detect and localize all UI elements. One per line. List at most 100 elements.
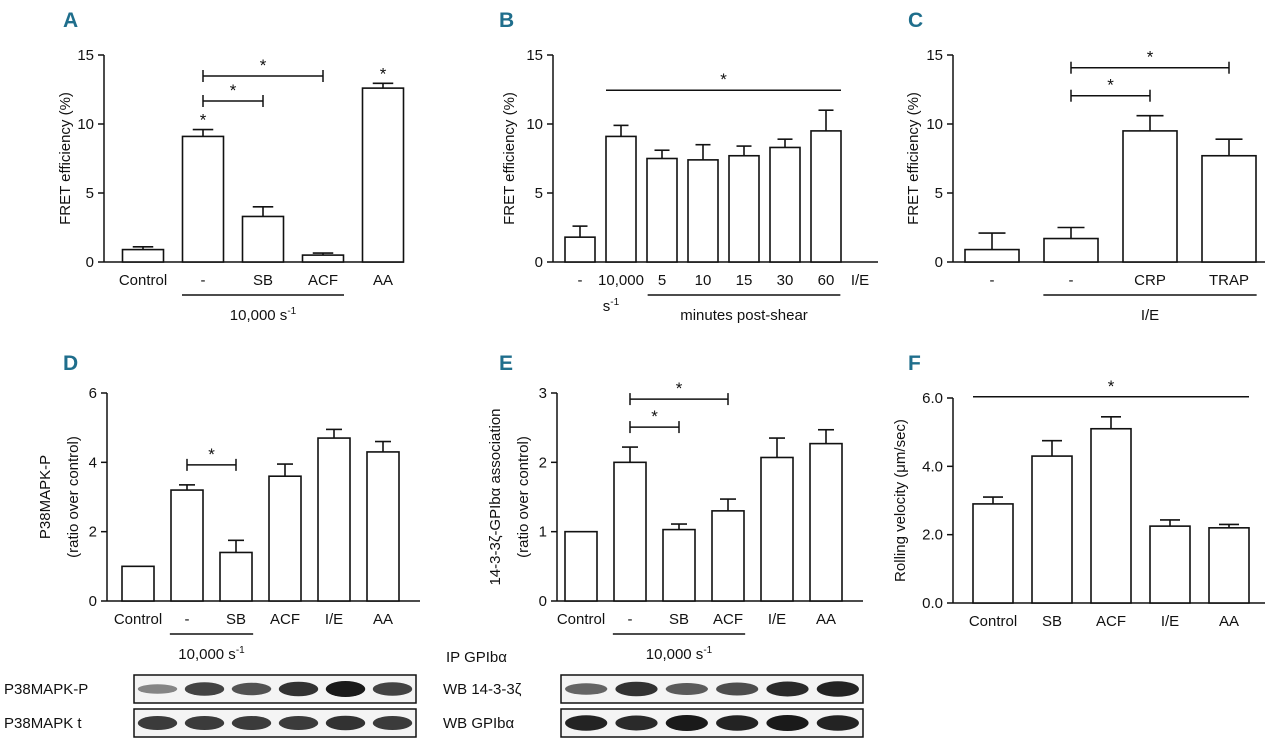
panel-d-significance-star: *: [208, 445, 215, 464]
panel-c-y-axis-label: FRET efficiency (%): [905, 92, 922, 225]
panel-d-y-axis-label-2: (ratio over control): [65, 436, 82, 558]
panel-b-category-label: 10,000: [598, 272, 644, 289]
panel-c-category-label: -: [1069, 272, 1074, 289]
panel-b-bar: [810, 130, 842, 263]
blot-e-band: [816, 681, 859, 697]
panel-b-bar: [687, 159, 719, 263]
panel-e-significance-star: *: [651, 407, 658, 426]
panel-a-category-label: -: [201, 272, 206, 289]
blot-d-band: [278, 716, 319, 730]
blot-e-band: [565, 715, 608, 731]
panel-letter-d: D: [63, 352, 78, 375]
panel-b-category-sublabel-sup: -1: [610, 297, 619, 308]
panel-d-y-tick-label: 0: [89, 593, 97, 610]
panel-f-category-label: Control: [969, 613, 1017, 630]
panel-a-group-label-sup: -1: [287, 306, 296, 317]
panel-e-group-label: 10,000 s-1: [646, 645, 713, 663]
panel-b-bar: [769, 146, 801, 263]
panel-a-y-axis-label: FRET efficiency (%): [57, 92, 74, 225]
panel-a-bar: [361, 87, 405, 263]
panel-a-y-tick-label: 10: [77, 116, 94, 133]
panel-c-bar: [1201, 154, 1257, 263]
panel-b-chart: 0 5 10 15 FRET efficiency (%) - 10,000 5 10 15 30 6…: [501, 47, 878, 324]
panel-d-y-tick-label: 2: [89, 524, 97, 541]
panel-letter-a: A: [63, 9, 78, 32]
panel-b-category-sublabel: s-1: [603, 297, 620, 315]
panel-e-category-label: ACF: [713, 611, 743, 628]
blot-d-membrane: [133, 674, 417, 704]
panel-e-category-label: SB: [669, 611, 689, 628]
blot-d-band: [184, 716, 225, 730]
panel-d-y-tick-label: 6: [89, 385, 97, 402]
panel-c-category-label: CRP: [1134, 272, 1166, 289]
panel-d-y-axis-label: P38MAPK-P: [37, 455, 54, 539]
panel-e-y-tick-label: 0: [539, 593, 547, 610]
panel-b-category-label: 10: [695, 272, 712, 289]
blot-e-row-label: WB 14-3-3ζ: [443, 681, 522, 698]
panel-e-category-label: Control: [557, 611, 605, 628]
panel-d-category-label: I/E: [325, 611, 343, 628]
panel-d-group-label: 10,000 s-1: [178, 645, 245, 663]
blot-d-band: [325, 715, 366, 731]
panel-a-bar: [301, 254, 345, 263]
blot-e-membrane: [560, 674, 864, 704]
panel-e-bar: [613, 461, 647, 602]
panel-c-y-tick-label: 15: [926, 47, 943, 64]
panel-b-group-label: minutes post-shear: [680, 307, 808, 324]
panel-e-western-blot: WB 14-3-3ζ WB GPIbα IP GPIbα: [443, 649, 864, 738]
blot-e-band: [565, 683, 608, 695]
panel-b-category-label: 15: [736, 272, 753, 289]
panel-d-category-label: ACF: [270, 611, 300, 628]
panel-f-bar: [1208, 527, 1250, 604]
panel-a-category-label: ACF: [308, 272, 338, 289]
panel-c-category-label: TRAP: [1209, 272, 1249, 289]
panel-e-bar: [564, 530, 598, 602]
blot-e-band: [615, 681, 658, 697]
panel-e-category-label: I/E: [768, 611, 786, 628]
panel-b-y-tick-label: 10: [526, 116, 543, 133]
panel-b-y-tick-label: 15: [526, 47, 543, 64]
panel-e-y-axis-label-2: (ratio over control): [515, 436, 532, 558]
panel-e-bar: [711, 510, 745, 602]
panel-e-bar: [662, 528, 696, 602]
panel-letter-e: E: [499, 352, 513, 375]
panel-d-bar: [219, 551, 253, 602]
panel-f-bar: [1031, 455, 1073, 604]
panel-e-y-tick-label: 2: [539, 454, 547, 471]
blot-d-row-label: P38MAPK-P: [4, 681, 88, 698]
panel-b-category-label: 60: [818, 272, 835, 289]
panel-letter-f: F: [908, 352, 921, 375]
panel-c-bar: [1122, 130, 1178, 263]
panel-c-group-label: I/E: [1141, 307, 1159, 324]
blot-d-band: [184, 682, 225, 696]
blot-e-band: [716, 682, 759, 696]
panel-e-chart: 0 1 2 3 14-3-3ζ-GPIbα association (ratio over…: [487, 379, 863, 663]
panel-d-western-blot: P38MAPK-P P38MAPK t: [4, 674, 417, 738]
panel-b-category-label: 5: [658, 272, 666, 289]
panel-f-category-label: ACF: [1096, 613, 1126, 630]
panel-d-category-label: AA: [373, 611, 393, 628]
blot-d-band: [325, 681, 366, 697]
panel-e-y-tick-label: 1: [539, 524, 547, 541]
blot-e-band: [665, 715, 708, 731]
panel-e-y-tick-label: 3: [539, 385, 547, 402]
panel-b-y-tick-label: 5: [535, 185, 543, 202]
blot-e-row-label: WB GPIbα: [443, 715, 515, 732]
panel-f-bar: [1090, 427, 1132, 604]
panel-c-y-tick-label: 5: [935, 185, 943, 202]
panel-c-y-tick-label: 10: [926, 116, 943, 133]
panel-b-extra-label: I/E: [851, 272, 869, 289]
panel-a-y-tick-label: 5: [86, 185, 94, 202]
panel-letter-c: C: [908, 9, 923, 32]
panel-c-chart: 0 5 10 15 FRET efficiency (%) - - CRP TRAP I/E * *: [905, 47, 1265, 324]
panel-e-significance-star: *: [676, 379, 683, 398]
panel-c-bar: [1043, 237, 1099, 263]
blot-d-band: [231, 716, 272, 730]
panel-b-bar: [646, 157, 678, 263]
blot-e-band: [766, 715, 809, 731]
blot-d-band: [372, 716, 413, 730]
panel-c-category-label: -: [990, 272, 995, 289]
blot-e-band: [615, 715, 658, 731]
panel-b-category-label: 30: [777, 272, 794, 289]
